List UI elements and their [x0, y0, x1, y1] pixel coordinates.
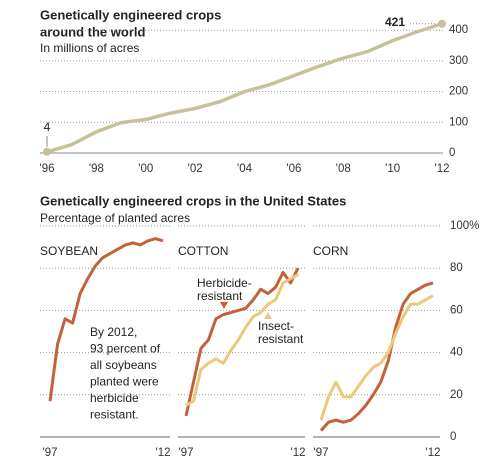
x-tick-label: '00 [138, 163, 153, 175]
y-tick-label: 80 [450, 262, 463, 274]
point [43, 147, 51, 156]
x-tick-label: '12 [156, 447, 171, 459]
data-label: 4 [44, 120, 51, 134]
chart-title: around the world [40, 24, 146, 39]
y-tick-label: 60 [450, 304, 463, 316]
x-tick-label: '97 [43, 447, 58, 459]
data-line [46, 22, 443, 154]
x-tick-label: '10 [385, 163, 400, 175]
x-tick-label: '08 [336, 163, 351, 175]
data-label: 421 [385, 15, 405, 29]
y-tick-label: 200 [449, 86, 468, 98]
x-tick-label: '12 [291, 447, 306, 459]
chart-title: Genetically engineered crops in the Unit… [40, 193, 346, 208]
x-tick-label: '02 [188, 163, 203, 175]
chart-subtitle: In millions of acres [40, 41, 139, 55]
panel-label: COTTON [178, 244, 228, 258]
annotation: planted were [90, 375, 159, 389]
annotation: 93 percent of [90, 342, 161, 356]
annotation: By 2012, [90, 325, 137, 339]
data-line [184, 267, 300, 417]
label-arrow [220, 302, 228, 309]
label-arrow [264, 312, 272, 319]
series-label: Herbicide- [197, 276, 252, 290]
series-label: resistant [258, 332, 304, 346]
chart-title: Genetically engineered crops [40, 7, 221, 22]
x-tick-label: '12 [435, 163, 450, 175]
x-tick-label: '97 [314, 447, 329, 459]
y-tick-label: 40 [450, 347, 463, 359]
x-tick-label: '06 [286, 163, 301, 175]
y-tick-label: 0 [449, 147, 455, 159]
annotation: all soybeans [90, 358, 157, 372]
y-tick-label: 0 [450, 431, 456, 443]
y-tick-label: 300 [449, 55, 468, 67]
data-line [185, 273, 299, 407]
panel-label: SOYBEAN [40, 244, 98, 258]
x-tick-label: '98 [89, 163, 104, 175]
panel-label: CORN [313, 244, 348, 258]
x-tick-label: '04 [237, 163, 253, 175]
y-tick-label: 20 [450, 389, 463, 401]
annotation: herbicide [90, 391, 139, 405]
point [438, 19, 446, 28]
data-line [319, 281, 434, 432]
y-tick-label: 100 [449, 116, 468, 128]
x-tick-label: '97 [179, 447, 194, 459]
series-label: Insect- [258, 319, 294, 333]
annotation: resistant. [90, 408, 139, 422]
data-line [319, 294, 434, 421]
x-tick-label: '96 [40, 163, 55, 175]
series-label: resistant [197, 289, 243, 303]
data-line [48, 237, 164, 402]
chart-subtitle: Percentage of planted acres [40, 211, 190, 225]
y-tick-label: 400 [449, 24, 468, 36]
y-tick-label: 100% [450, 220, 479, 232]
x-tick-label: '12 [426, 447, 441, 459]
